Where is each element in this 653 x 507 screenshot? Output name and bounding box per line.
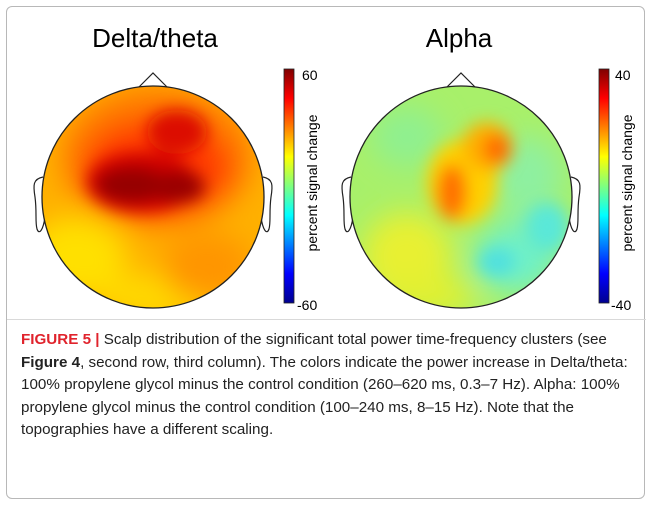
- figure-panels: Delta/theta Alpha 60 -60 percent signal …: [7, 7, 646, 319]
- alpha-colorbar: [598, 68, 610, 304]
- alpha-head-outline: [349, 85, 573, 309]
- alpha-colorbar-min: -40: [611, 297, 632, 313]
- right-ear-outline: [568, 176, 581, 233]
- figure-caption: FIGURE 5 | Scalp distribution of the sig…: [21, 329, 633, 442]
- alpha-scalp-map: [350, 86, 572, 308]
- nose-outline: [444, 72, 478, 90]
- caption-divider: [7, 319, 646, 320]
- caption-text-1: Scalp distribution of the significant to…: [103, 331, 607, 348]
- left-ear-outline: [33, 176, 46, 233]
- figure-reference-link[interactable]: Figure 4: [21, 353, 81, 371]
- delta-theta-head: [33, 72, 273, 309]
- delta-theta-scalp-map: [42, 86, 264, 308]
- alpha-colorbar-axis-label: percent signal change: [619, 114, 635, 252]
- caption-separator: |: [91, 331, 104, 348]
- alpha-head: [341, 72, 581, 309]
- delta-theta-colorbar-axis-label: percent signal change: [304, 114, 320, 252]
- delta-theta-head-outline: [41, 85, 265, 309]
- right-ear-outline: [260, 176, 273, 233]
- delta-theta-colorbar-min: -60: [297, 297, 318, 313]
- nose-outline: [136, 72, 170, 90]
- alpha-title: Alpha: [425, 23, 493, 53]
- figure-frame: Delta/theta Alpha 60 -60 percent signal …: [6, 6, 646, 499]
- caption-text-2: , second row, third column). The colors …: [21, 353, 628, 439]
- delta-theta-colorbar: [283, 68, 295, 304]
- alpha-colorbar-max: 40: [615, 67, 631, 83]
- left-ear-outline: [341, 176, 354, 233]
- topography-maps: [33, 68, 610, 309]
- delta-theta-title: Delta/theta: [92, 23, 218, 53]
- figure-label: FIGURE 5: [21, 331, 92, 348]
- delta-theta-colorbar-max: 60: [302, 67, 318, 83]
